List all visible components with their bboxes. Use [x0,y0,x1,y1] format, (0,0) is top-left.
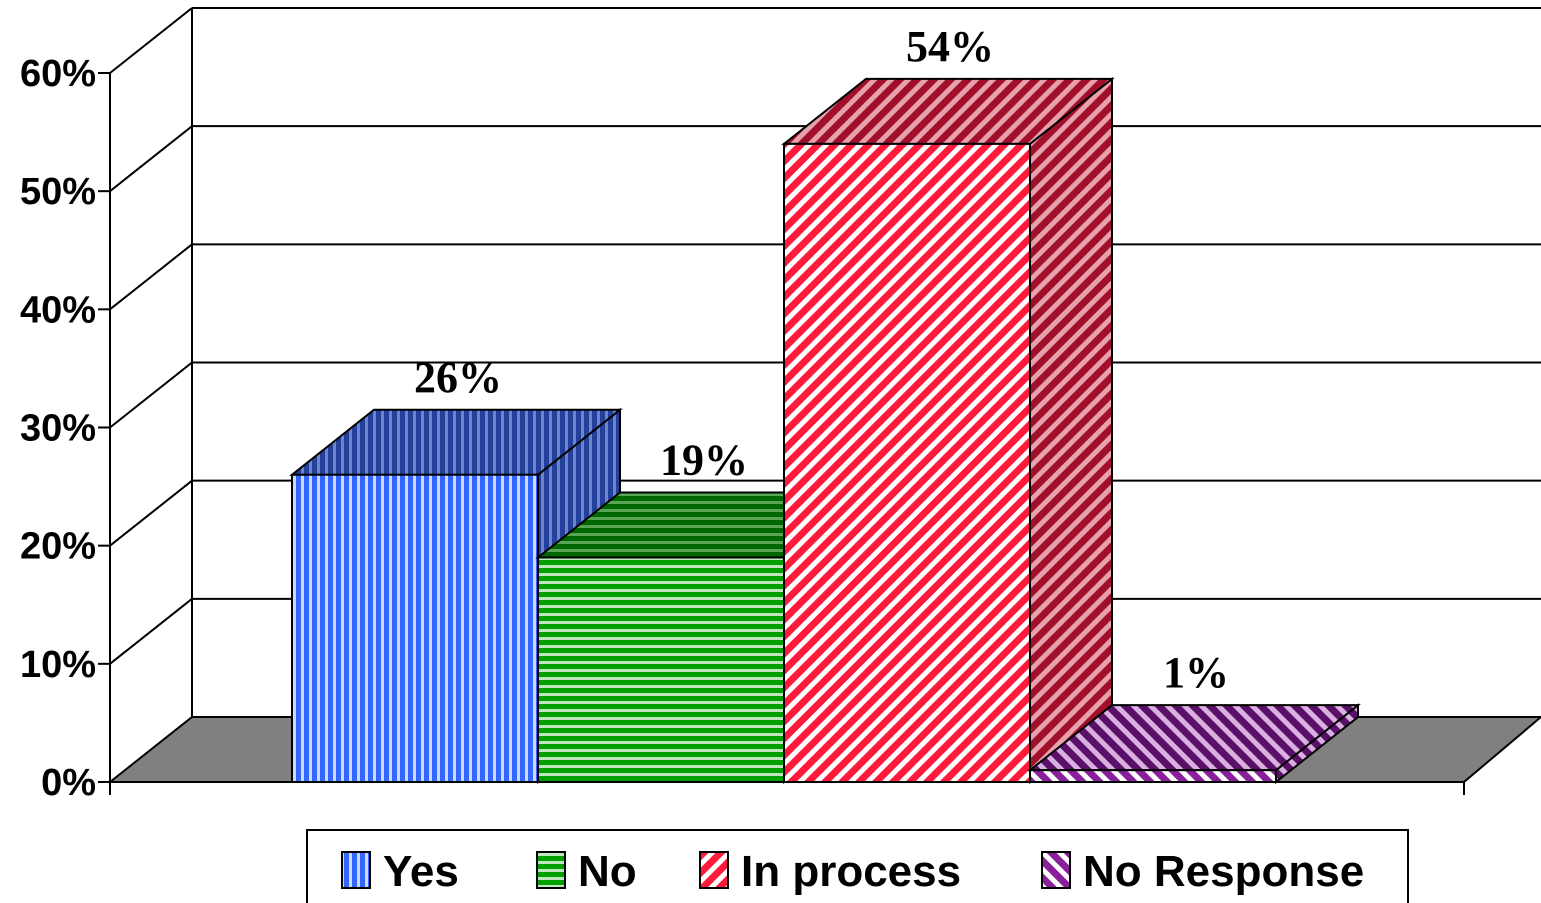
side-gridline [109,243,193,311]
side-gridline [109,598,193,665]
data-label-no-response: 1% [1163,648,1229,697]
side-gridline [109,361,193,429]
bar-front-face [1029,769,1277,784]
legend-label-no-response: No Response [1083,847,1364,896]
side-gridline [109,479,193,547]
data-label-in-process: 54% [906,22,994,71]
y-tick-label: 0% [41,762,96,804]
y-axis-ticks: 0% 10% 20% 30% 40% 50% 60% [20,53,110,804]
bar-front-face [537,556,785,783]
bar-in-process [781,76,1115,785]
legend-box [306,829,1409,903]
y-tick-label: 60% [20,53,96,95]
legend-swatch-in-process [699,851,729,889]
bar-front-face [783,142,1031,783]
legend-label-yes: Yes [383,847,459,896]
side-gridline [109,125,193,192]
legend-swatch-no-response [1041,851,1071,889]
y-tick-label: 40% [20,289,96,331]
bar-side-face [1029,76,1113,785]
legend-swatch-no [536,851,566,889]
data-label-no: 19% [660,435,748,484]
legend: Yes No In process No Response [306,829,1409,903]
data-labels: 26% 19% 54% 1% [414,22,1229,697]
side-gridline [109,7,193,74]
legend-swatch-yes [341,851,371,889]
y-tick-label: 30% [20,408,96,450]
legend-label-no: No [578,847,637,896]
legend-label-in-process: In process [741,847,961,896]
bars [289,76,1361,785]
y-tick-label: 10% [20,644,96,686]
bar-front-face [291,473,539,783]
bar-no-response [1027,703,1361,785]
data-label-yes: 26% [414,353,502,402]
y-tick-label: 20% [20,526,96,568]
y-tick-label: 50% [20,171,96,213]
